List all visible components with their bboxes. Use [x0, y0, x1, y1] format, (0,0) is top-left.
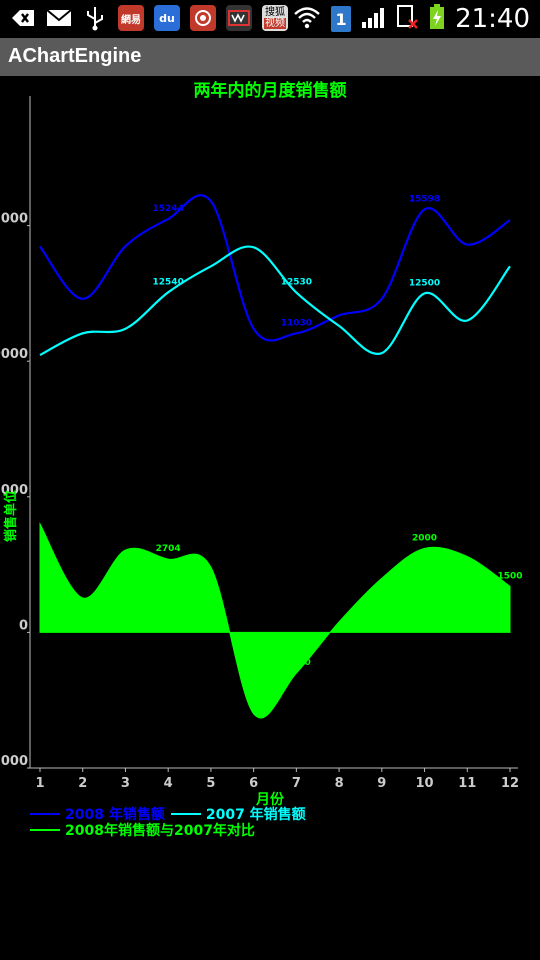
- data-label: 15244: [153, 204, 184, 214]
- x-tick-label: 7: [292, 776, 301, 791]
- mail-icon: [46, 5, 72, 31]
- series-2008-line: [39, 194, 511, 342]
- x-tick-label: 11: [458, 776, 476, 791]
- x-tick-label: 3: [121, 776, 130, 791]
- clock: 21:40: [455, 4, 530, 34]
- x-tick-label: 10: [415, 776, 433, 791]
- x-axis-label: 月份: [255, 791, 285, 806]
- battery-icon: [429, 4, 445, 34]
- weibo-icon: [190, 5, 216, 31]
- y-tick-label: 0: [19, 618, 28, 633]
- legend-label-2007: 2007 年销售额: [205, 807, 306, 823]
- y-axis-label: 销售单位: [3, 490, 19, 542]
- sd-card-error-icon: [397, 4, 419, 34]
- data-label: 15598: [409, 194, 440, 204]
- x-tick-label: 2: [78, 776, 87, 791]
- y-tick-label: 5000: [0, 483, 28, 498]
- x-tick-label: 6: [249, 776, 258, 791]
- legend-label-2008: 2008 年销售额: [65, 807, 165, 823]
- y-tick-label: 10000: [0, 347, 28, 362]
- baidu-icon: du: [154, 5, 180, 31]
- data-label: 12540: [153, 277, 184, 287]
- data-label: 11030: [281, 318, 312, 328]
- netease-icon: 網易: [118, 5, 144, 31]
- legend-swatch-2007: [170, 813, 201, 815]
- sohu-video-icon: 搜狐 视频: [262, 5, 288, 31]
- back-icon: [10, 5, 36, 31]
- legend-label-diff: 2008年销售额与2007年对比: [65, 823, 255, 839]
- wifi-icon: [293, 5, 321, 33]
- sim-icon: 1: [331, 6, 352, 32]
- x-tick-label: 5: [206, 776, 215, 791]
- series-2007-line: [39, 245, 511, 356]
- data-label: 12500: [409, 278, 440, 288]
- x-tick-label: 9: [377, 776, 386, 791]
- x-tick-label: 1: [35, 776, 44, 791]
- x-tick-label: 4: [164, 776, 173, 791]
- data-label: 1500: [497, 571, 522, 581]
- data-label: -2000: [282, 658, 311, 668]
- x-tick-label: 8: [335, 776, 344, 791]
- signal-icon: [361, 5, 387, 33]
- chart-legend: 2008 年销售额 2007 年销售额 2008年销售额与2007年对比: [30, 806, 312, 839]
- legend-swatch-2008: [30, 813, 60, 815]
- notification-icons: 網易 du 搜狐 视频: [10, 5, 288, 31]
- chart-title: 两年内的月度销售额: [194, 80, 347, 101]
- data-label: 2704: [156, 544, 181, 554]
- line-chart: 两年内的月度销售额 -50000500010000150001234567891…: [0, 80, 523, 806]
- data-label: 2000: [412, 533, 437, 543]
- legend-swatch-diff: [30, 829, 60, 831]
- series-diff-area: [39, 522, 511, 719]
- app-bar: AChartEngine: [0, 38, 540, 76]
- app-title: AChartEngine: [8, 45, 142, 67]
- y-tick-label: -5000: [0, 754, 28, 769]
- usb-icon: [82, 5, 108, 31]
- status-icons-right: 1 21:40: [293, 4, 530, 34]
- x-tick-label: 12: [501, 776, 519, 791]
- wp-icon: [226, 5, 252, 31]
- status-bar: 網易 du 搜狐 视频 1 21:40: [0, 0, 540, 38]
- y-tick-label: 15000: [0, 212, 28, 227]
- data-label: 12530: [281, 278, 312, 288]
